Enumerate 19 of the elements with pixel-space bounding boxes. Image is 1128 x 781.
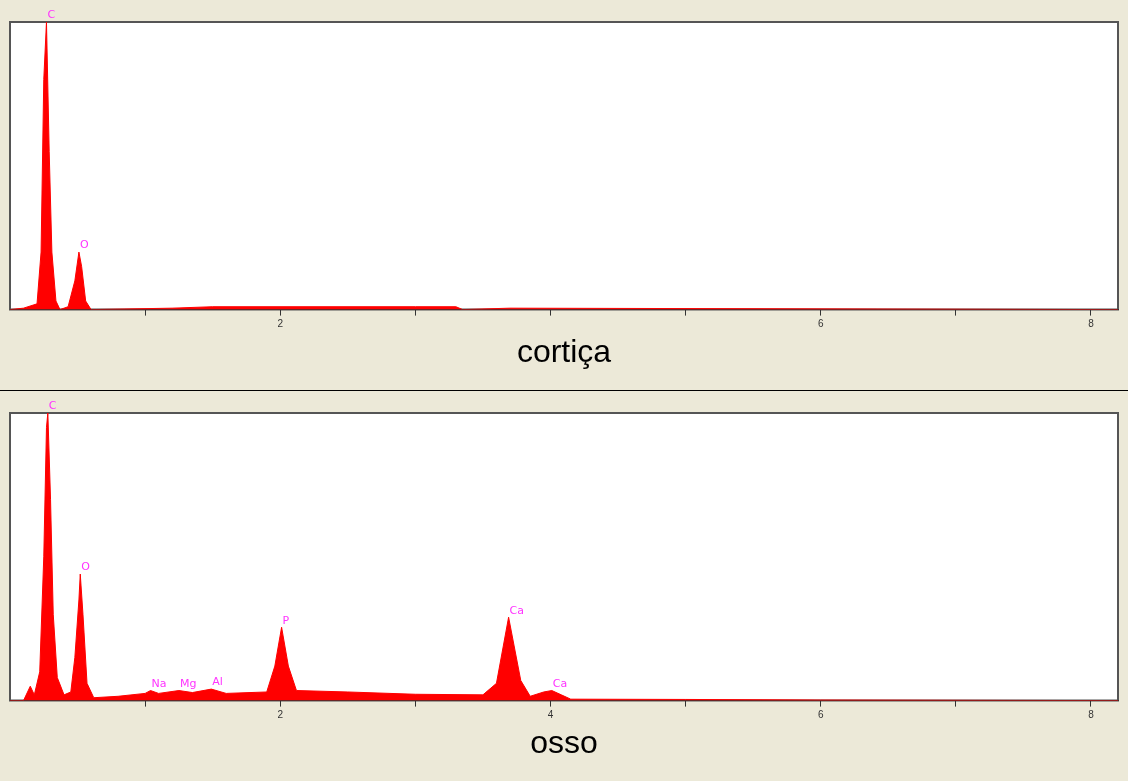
- annotation: C: [48, 399, 57, 413]
- annotation: Na: [151, 676, 167, 690]
- annotation: Ca: [552, 676, 568, 690]
- annotation: Mg: [179, 676, 197, 690]
- annotation: O: [81, 560, 91, 574]
- x-tick-label: 8: [1088, 709, 1095, 721]
- text: cortiça: [516, 332, 612, 369]
- x-tick-label: 4: [547, 709, 554, 721]
- x-tick-label: 2: [277, 709, 284, 721]
- annotation: O: [79, 238, 89, 252]
- annotation: C: [47, 8, 56, 22]
- annotation: Al: [212, 675, 223, 689]
- text: osso: [530, 723, 598, 760]
- x-tick-label: 6: [817, 318, 824, 330]
- x-tick-label: 2: [277, 318, 284, 330]
- x-tick-label: 6: [817, 709, 824, 721]
- annotation: Ca: [509, 603, 525, 617]
- x-tick-label: 8: [1088, 318, 1095, 330]
- annotation: P: [282, 613, 290, 627]
